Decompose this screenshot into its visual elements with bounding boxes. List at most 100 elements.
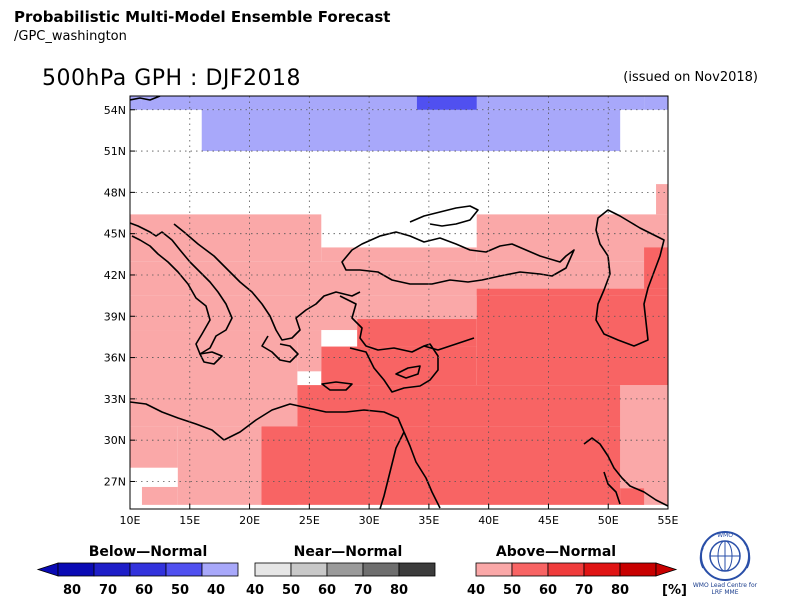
coastline-gulf (583, 437, 668, 507)
lon-label: 50E (598, 514, 619, 527)
legend-above-label: 50 (503, 583, 521, 598)
legend-swatch-below-50 (165, 562, 203, 577)
legend-swatch-above-80 (619, 562, 657, 577)
legend-near-label: 40 (246, 583, 264, 598)
lon-label: 15E (179, 514, 200, 527)
legend-below-label: 50 (171, 583, 189, 598)
legend-swatch-below-60 (129, 562, 167, 577)
legend-above-label: 60 (539, 583, 557, 598)
legend-near-title: Near—Normal (294, 544, 403, 560)
coastline-qatar (603, 471, 621, 505)
lon-label: 55E (658, 514, 679, 527)
legend-swatch-below-40 (201, 562, 239, 577)
map-title: 500hPa GPH : DJF2018 (42, 66, 302, 91)
coastline-sinai (379, 431, 405, 509)
legend-above-label: 40 (467, 583, 485, 598)
coastline-sicily (199, 351, 223, 365)
lat-label: 30N (104, 434, 126, 447)
lat-label: 42N (104, 269, 126, 282)
legend-below-label: 70 (99, 583, 117, 598)
prob-cell-above-40 (357, 295, 477, 320)
legend-swatch-above-70 (583, 562, 621, 577)
lat-label: 33N (104, 393, 126, 406)
prob-cell-above-50 (620, 488, 645, 505)
legend-swatch-above-60 (547, 562, 585, 577)
prob-cell-above-50 (297, 385, 621, 427)
legend-swatch-near-70 (362, 562, 400, 577)
legend-below-label: 60 (135, 583, 153, 598)
prob-cell-above-40 (297, 330, 322, 372)
lon-label: 30E (359, 514, 380, 527)
coastline-north-africa (130, 401, 405, 441)
legend-swatch-below-80 (57, 562, 95, 577)
legend-below-label: 80 (63, 583, 81, 598)
lat-label: 27N (104, 475, 126, 488)
prob-cell-below-50 (416, 96, 477, 110)
coastlines (130, 96, 668, 509)
coastline-turkey (339, 295, 475, 353)
legend-swatch-near-80 (398, 562, 436, 577)
prob-cell-above-40 (130, 330, 298, 427)
legend-near-label: 60 (318, 583, 336, 598)
prob-cell-above-50 (476, 288, 668, 296)
coastline-caspian (595, 209, 665, 347)
legend-near-label: 50 (282, 583, 300, 598)
legend-swatch-above-50 (511, 562, 549, 577)
lat-label: 51N (104, 145, 126, 158)
coastline-cyprus (395, 365, 421, 379)
legend-unit: [%] (662, 583, 687, 598)
legend-swatch-below-70 (93, 562, 131, 577)
lat-label: 36N (104, 352, 126, 365)
coastline-azov (409, 205, 479, 227)
legend-swatch-near-40 (254, 562, 292, 577)
wmo-logo: WMO (699, 531, 751, 581)
axis-labels: 54N 51N 48N 45N 42N 39N 36N 33N 30N 27N 10E 15E 20E 2… (104, 104, 679, 527)
lon-label: 25E (299, 514, 320, 527)
prob-cell-below-40 (644, 96, 668, 110)
prob-cell-above-50 (321, 346, 477, 386)
legend-above-title: Above—Normal (496, 544, 616, 560)
legend-above-arrow (655, 562, 678, 577)
prob-cell-above-50 (357, 319, 477, 347)
legend-swatch-above-40 (475, 562, 513, 577)
prob-cell-above-40 (656, 184, 668, 215)
lon-label: 10E (120, 514, 141, 527)
lon-label: 45E (538, 514, 559, 527)
legend-below-title: Below—Normal (89, 544, 208, 560)
legend-above-label: 80 (611, 583, 629, 598)
lon-label: 40E (478, 514, 499, 527)
svg-text:WMO: WMO (717, 532, 733, 539)
lat-label: 39N (104, 310, 126, 323)
coastline-adriatic (173, 223, 361, 341)
coastline-red-sea (403, 431, 441, 509)
lat-label: 48N (104, 186, 126, 199)
coastline-greece (261, 335, 299, 363)
legend-swatch-near-60 (326, 562, 364, 577)
lon-label: 20E (239, 514, 260, 527)
coastline-europe (130, 222, 233, 355)
prob-cell-above-40 (130, 426, 178, 468)
prob-cell-above-40 (130, 295, 358, 331)
coastline-levant (349, 343, 439, 393)
lon-label: 35E (418, 514, 439, 527)
lat-label: 54N (104, 104, 126, 117)
prob-cell-above-40 (141, 486, 178, 505)
legend-near-label: 70 (354, 583, 372, 598)
prob-cell-below-40 (201, 109, 621, 152)
coastline-blacksea (341, 231, 575, 285)
prob-cell-below-40 (141, 96, 645, 110)
probability-cells (130, 96, 668, 505)
prob-cell-above-50 (261, 426, 621, 505)
prob-cell-above-40 (321, 247, 477, 262)
page-title: Probabilistic Multi-Model Ensemble Forec… (14, 8, 391, 26)
map-frame (129, 95, 669, 510)
legend-above-label: 70 (575, 583, 593, 598)
legend-below-arrow (36, 562, 59, 577)
page-subtitle: /GPC_washington (14, 29, 127, 44)
lat-label: 45N (104, 228, 126, 241)
prob-cell-above-40 (130, 214, 322, 262)
legend-below-label: 40 (207, 583, 225, 598)
prob-cell-above-40 (620, 385, 668, 505)
logo-caption: WMO Lead Centre for LRF MME (692, 582, 758, 596)
